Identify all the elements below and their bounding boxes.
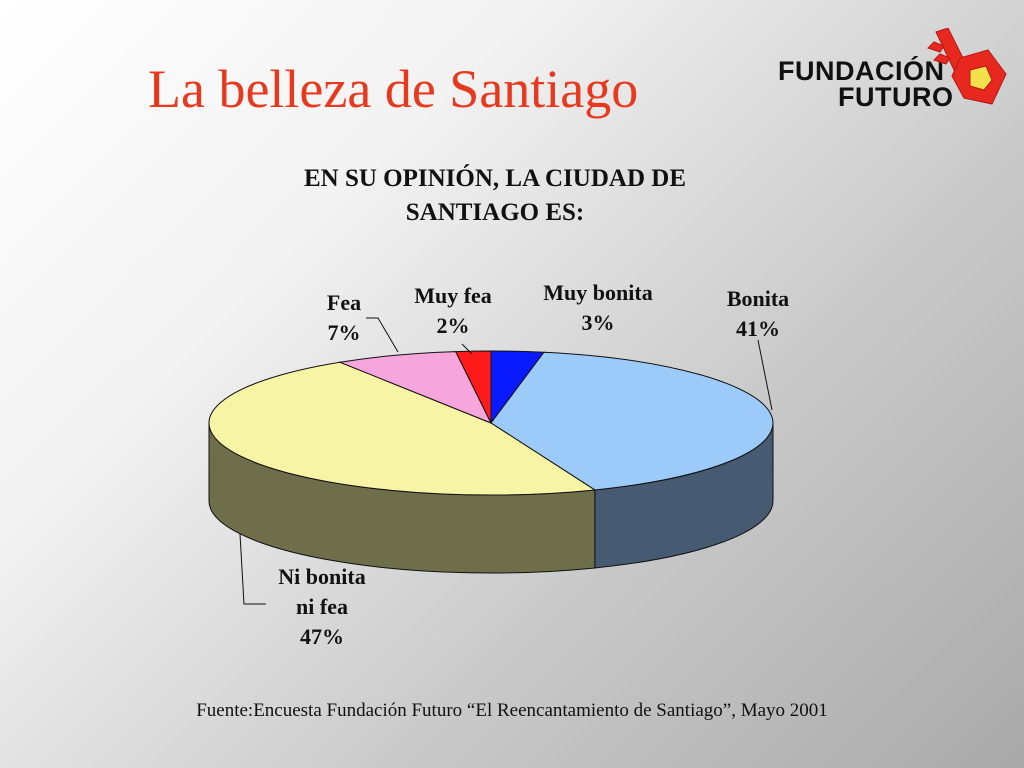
- pie-slice-3: [338, 351, 493, 424]
- pie-label-3-line-0: Fea: [327, 290, 361, 315]
- source-note: Fuente:Encuesta Fundación Futuro “El Ree…: [196, 700, 828, 721]
- logo-text-line1: FUNDACIÓN: [778, 56, 945, 86]
- pie-label-3-line-1: 7%: [328, 320, 361, 345]
- pie-leader-1: [757, 339, 773, 411]
- logo-text-line2: FUTURO: [838, 82, 954, 112]
- pie-label-2-line-0: Ni bonita: [278, 564, 365, 589]
- pie-label-4-line-0: Muy fea: [414, 283, 492, 308]
- pie-label-0: Muy bonita 3%: [543, 280, 652, 335]
- pie-label-0-line-1: 3%: [582, 310, 615, 335]
- pie-slice-2: [208, 361, 597, 496]
- pie-leader-2: [239, 533, 266, 605]
- pie-label-2-line-1: ni fea: [296, 594, 348, 619]
- pie-label-4: Muy fea 2%: [414, 283, 492, 338]
- fundacion-futuro-logo: FUNDACIÓN FUTURO: [776, 28, 1016, 113]
- pie-slice-1: [490, 351, 774, 491]
- pie-label-0-line-0: Muy bonita: [543, 280, 652, 305]
- pie-leader-4: [461, 343, 473, 355]
- pie-label-2: Ni bonita ni fea 47%: [278, 564, 365, 649]
- pie-label-1: Bonita 41%: [727, 286, 789, 341]
- chart-title: EN SU OPINIÓN, LA CIUDAD DE SANTIAGO ES:: [304, 165, 686, 226]
- pie-leader-3: [366, 317, 399, 353]
- pie-label-1-line-0: Bonita: [727, 286, 789, 311]
- pie-label-1-line-1: 41%: [736, 316, 780, 341]
- pie-label-2-line-2: 47%: [300, 624, 344, 649]
- slide-title: La belleza de Santiago: [148, 59, 639, 119]
- pie-label-4-line-1: 2%: [437, 313, 470, 338]
- key-icon: [927, 28, 1007, 105]
- pie-label-3: Fea 7%: [327, 290, 361, 345]
- pie-slice-4: [454, 350, 492, 424]
